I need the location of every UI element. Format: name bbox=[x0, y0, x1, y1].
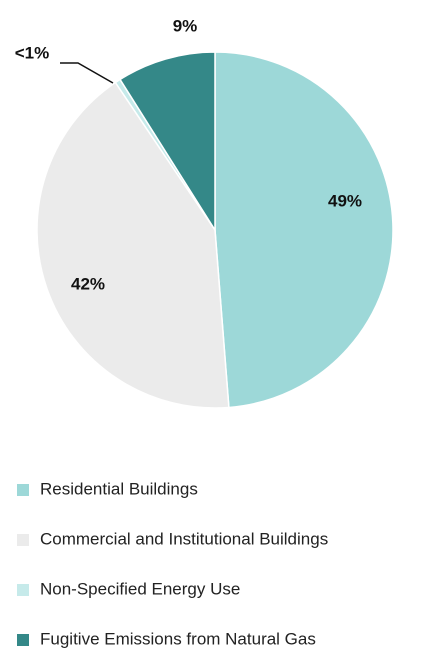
legend-label: Residential Buildings bbox=[40, 479, 198, 498]
legend-swatch bbox=[17, 484, 29, 496]
legend-label: Non-Specified Energy Use bbox=[40, 579, 240, 598]
legend-label: Fugitive Emissions from Natural Gas bbox=[40, 629, 316, 648]
data-label: 49% bbox=[328, 191, 362, 210]
data-label: 9% bbox=[173, 16, 198, 35]
pie-slice bbox=[214, 51, 394, 409]
legend-swatch bbox=[17, 634, 29, 646]
leader-line bbox=[60, 62, 114, 84]
legend-swatch bbox=[17, 584, 29, 596]
legend-swatch bbox=[17, 534, 29, 546]
data-label: <1% bbox=[15, 43, 50, 62]
legend-label: Commercial and Institutional Buildings bbox=[40, 529, 328, 548]
data-label: 42% bbox=[71, 274, 105, 293]
pie-slice bbox=[119, 51, 216, 233]
pie-slice bbox=[36, 81, 230, 409]
